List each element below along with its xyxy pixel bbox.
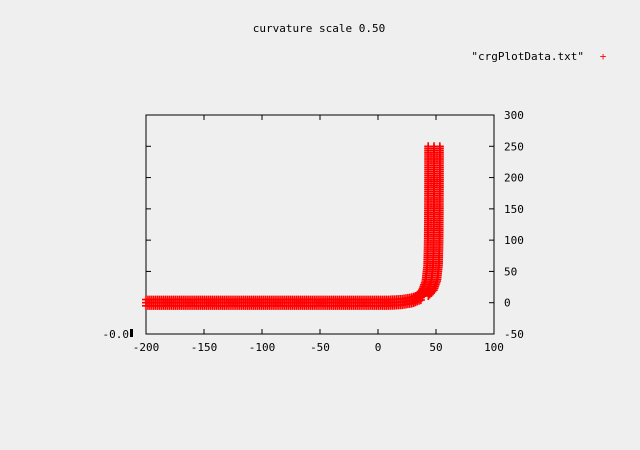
y-tick-label: 100 bbox=[504, 234, 524, 247]
chart-title: curvature scale 0.50 bbox=[253, 22, 385, 35]
x-tick-label: 100 bbox=[484, 341, 504, 354]
y-tick-label: 0 bbox=[504, 297, 511, 310]
x-tick-label: -50 bbox=[310, 341, 330, 354]
x-tick-label: 50 bbox=[429, 341, 442, 354]
x-tick-label: 0 bbox=[375, 341, 382, 354]
y-tick-label: 150 bbox=[504, 203, 524, 216]
x-tick-label: -150 bbox=[191, 341, 218, 354]
z-tick-mark bbox=[130, 329, 133, 337]
legend-label: "crgPlotData.txt" bbox=[471, 50, 584, 63]
data-points bbox=[142, 142, 444, 310]
data-point bbox=[435, 142, 444, 151]
y-tick-label: 200 bbox=[504, 172, 524, 185]
y-tick-label: -50 bbox=[504, 328, 524, 341]
legend-marker: + bbox=[600, 50, 607, 63]
z-axis: -0.0 bbox=[103, 328, 133, 341]
legend: "crgPlotData.txt" + bbox=[471, 50, 606, 63]
x-tick-label: -100 bbox=[249, 341, 276, 354]
x-tick-label: -200 bbox=[133, 341, 160, 354]
y-tick-label: 300 bbox=[504, 109, 524, 122]
z-tick-label: -0.0 bbox=[103, 328, 130, 341]
y-tick-label: 250 bbox=[504, 140, 524, 153]
y-tick-label: 50 bbox=[504, 265, 517, 278]
x-axis: -200 -150 -100 -50 0 50 100 bbox=[133, 115, 504, 354]
y-axis-right: -50 0 50 100 150 200 250 300 bbox=[146, 109, 524, 341]
